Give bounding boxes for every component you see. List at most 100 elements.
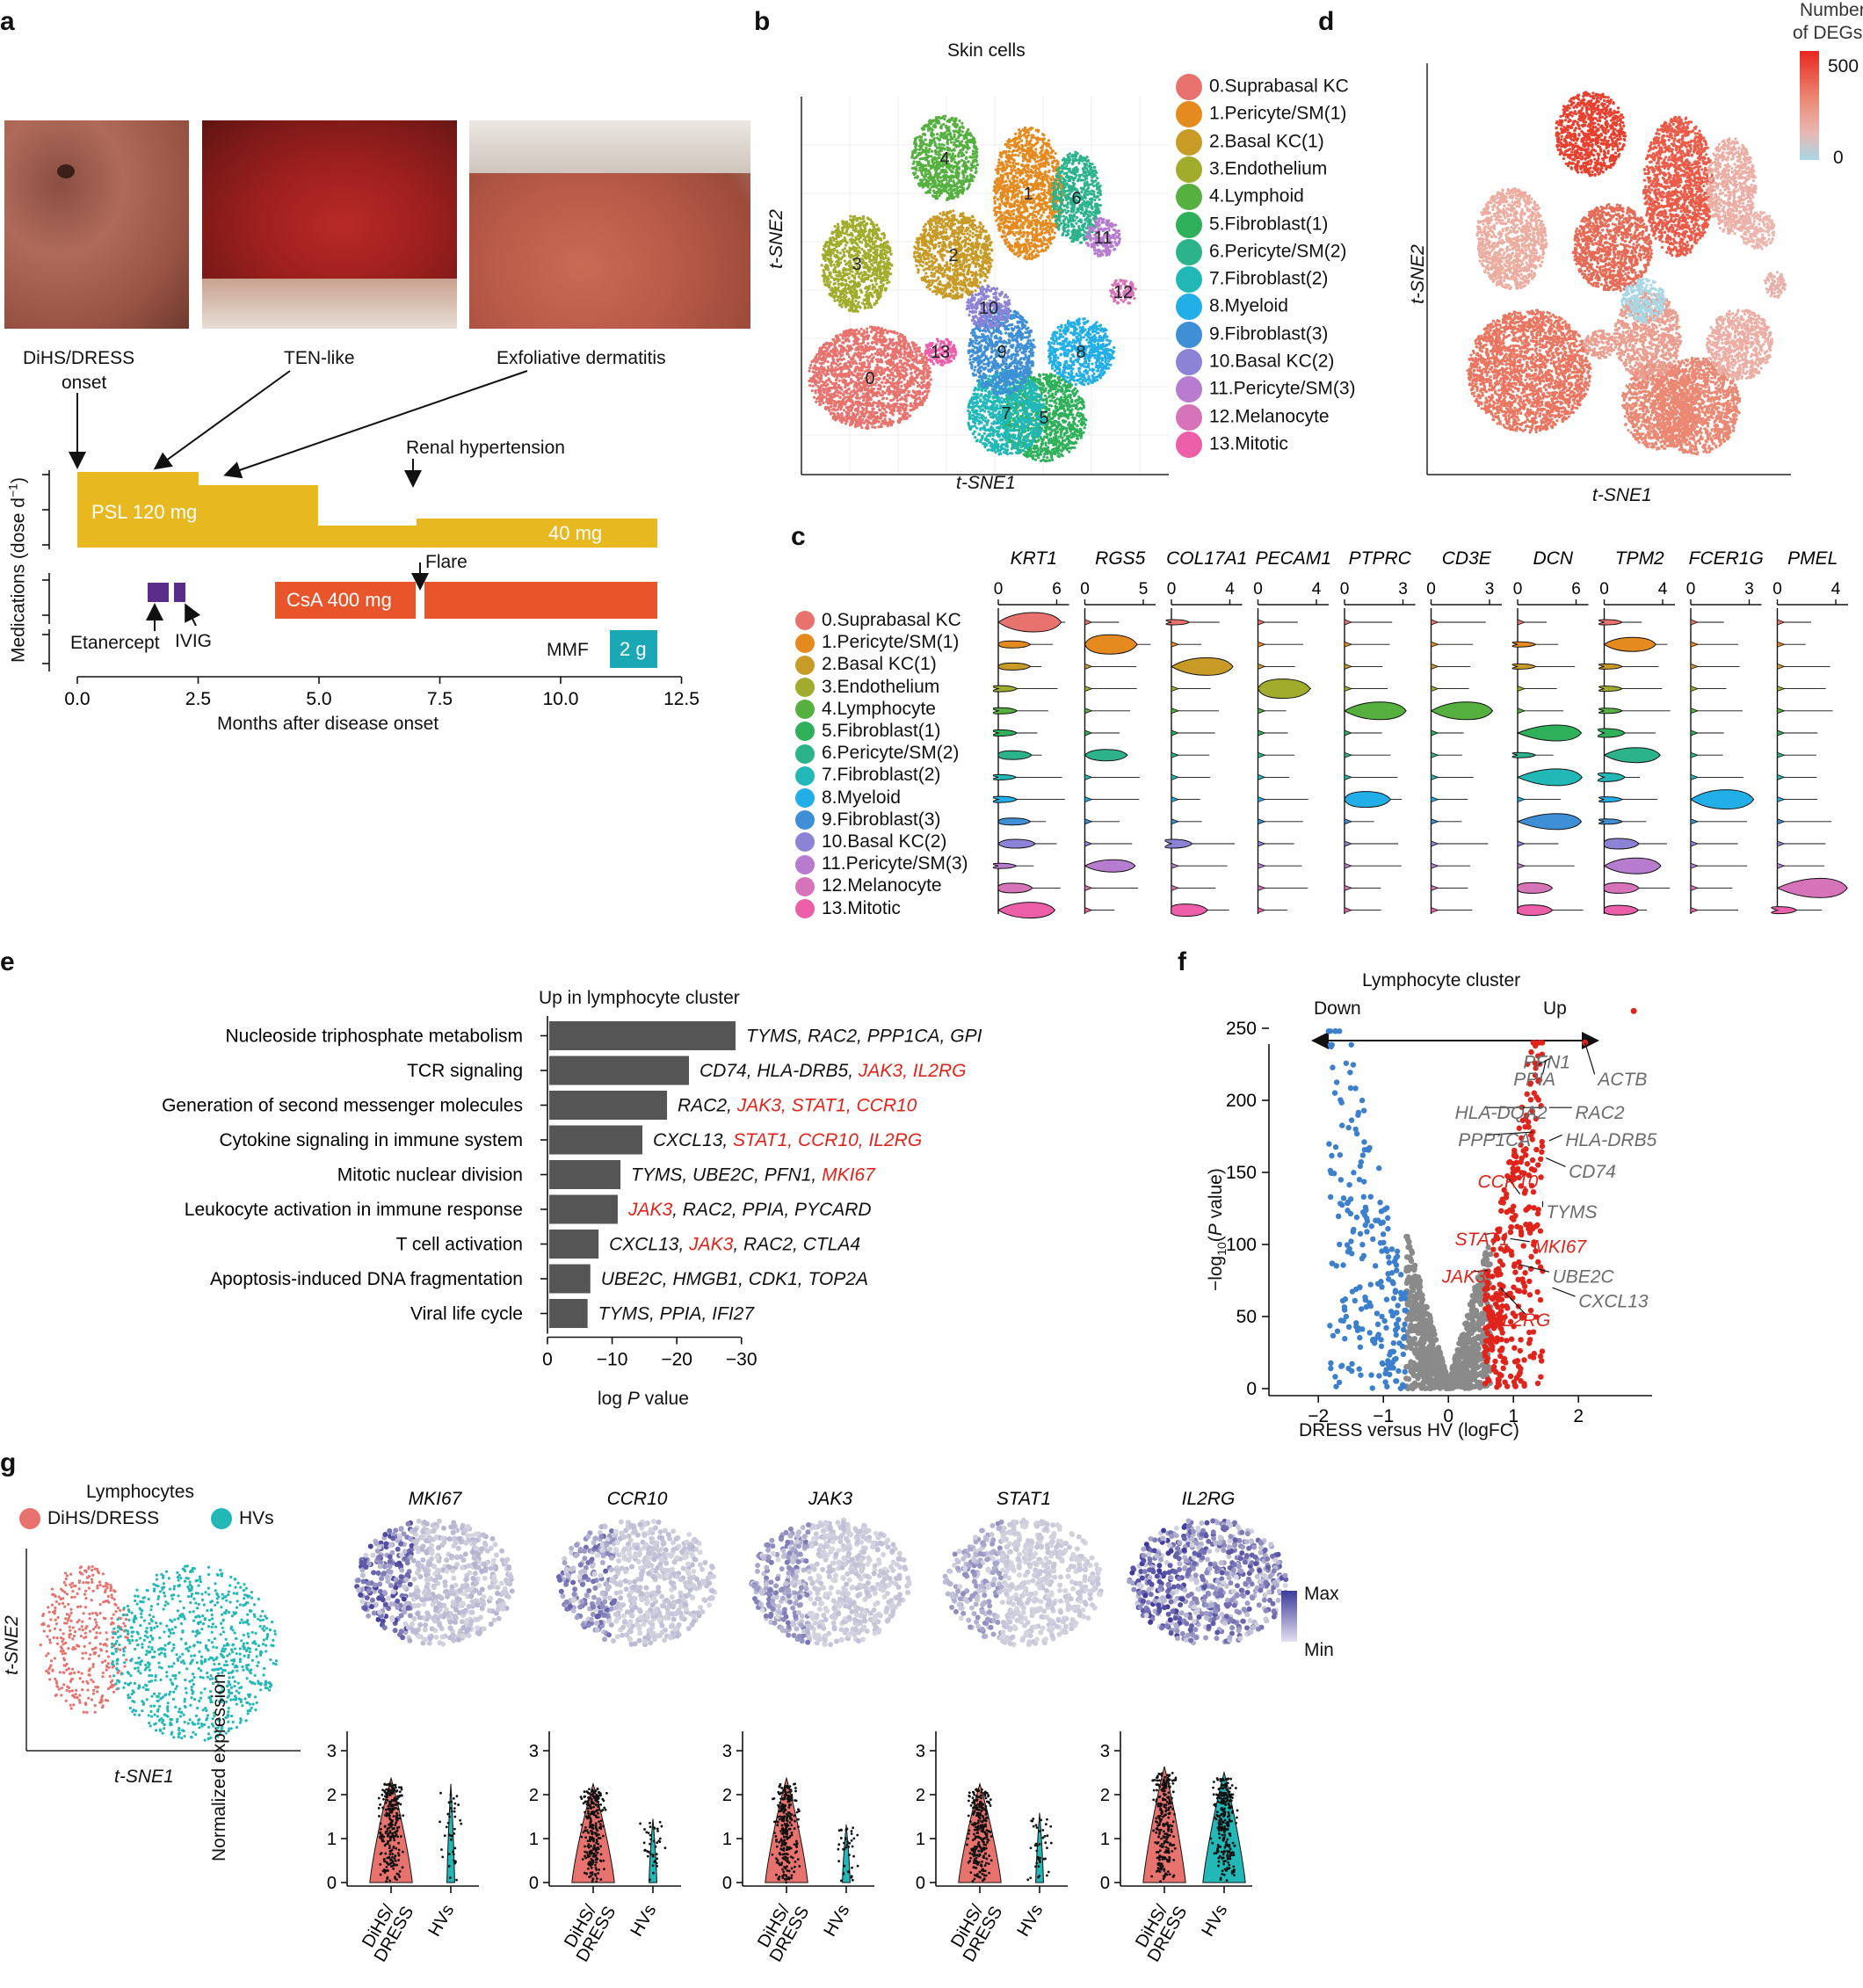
b-legend-item: 7.Fibroblast(2) <box>1176 266 1328 294</box>
f-ytick-label: 200 <box>1226 1091 1257 1111</box>
c-gene-column: PMEL 0 4 <box>1771 548 1848 915</box>
c-violin <box>1598 686 1623 693</box>
e-gene-segment: UBE2C, HMGB1, CDK1, TOP2A <box>601 1269 868 1289</box>
c-row-label: 5.Fibroblast(1) <box>822 721 940 741</box>
f-gene-label: CCR10 <box>1478 1172 1539 1192</box>
f-gene-label: CD74 <box>1569 1162 1616 1182</box>
b-legend-item: 1.Pericyte/SM(1) <box>1176 101 1346 128</box>
c-gene-column: RGS5 0 5 <box>1080 548 1156 914</box>
g-violin-ytick-label: 3 <box>529 1742 539 1761</box>
e-gene-list: TYMS, RAC2, PPP1CA, GPI <box>746 1027 982 1047</box>
f-ytick-label: 50 <box>1236 1307 1257 1327</box>
g-legend-dress: DiHS/DRESS <box>19 1508 159 1530</box>
tsne-lymphocytes <box>25 1549 301 1752</box>
e-gene-segment: TYMS, UBE2C, PFN1, <box>631 1165 822 1186</box>
c-gene-column: KRT1 0 6 <box>993 548 1069 919</box>
c-violin <box>1258 862 1266 869</box>
b-legend-swatch <box>1176 266 1202 294</box>
e-xtick-label: 0 <box>542 1350 553 1370</box>
c-gene-tick-label: 0 <box>1340 580 1350 599</box>
b-ylabel: t-SNE2 <box>766 209 787 269</box>
c-violin <box>993 685 1018 693</box>
f-xtick-label: 0 <box>1443 1406 1453 1426</box>
g-violin-points <box>1026 1817 1053 1882</box>
c-violin <box>1690 818 1700 825</box>
a-xtick-label: 10.0 <box>543 689 579 709</box>
g-violin-points <box>966 1788 993 1883</box>
c-gene-name: PECAM1 <box>1256 548 1331 569</box>
c-row-swatch <box>795 788 815 809</box>
c-row-swatch <box>795 854 815 874</box>
e-bar <box>549 1299 588 1328</box>
c-violin <box>1084 729 1093 736</box>
c-violin <box>993 707 1018 715</box>
e-gene-list: RAC2, JAK3, STAT1, CCR10 <box>678 1096 917 1116</box>
b-legend-swatch <box>1176 74 1202 100</box>
b-legend-label: 9.Fibroblast(3) <box>1209 323 1328 344</box>
c-gene-tick-label: 3 <box>1485 580 1495 599</box>
g-violin <box>958 1782 1002 1883</box>
e-xtick-label: −30 <box>726 1350 758 1370</box>
g-feature-plot <box>555 1519 718 1648</box>
b-cluster-8 <box>1047 317 1116 387</box>
photo-dress-onset <box>4 120 189 329</box>
c-row-swatch <box>795 678 815 698</box>
c-row-label: 12.Melanocyte <box>822 875 942 896</box>
e-gene-segment: JAK3, STAT1, CCR10 <box>736 1096 917 1116</box>
c-violin <box>993 862 1018 869</box>
e-gene-segment: STAT1, CCR10, IL2RG <box>733 1130 922 1150</box>
c-gene-column: DCN 0 6 <box>1511 548 1589 917</box>
c-violin <box>1344 907 1353 914</box>
g-violin-ytick-label: 3 <box>327 1742 337 1761</box>
c-gene-column: FCER1G 0 3 <box>1686 548 1764 914</box>
c-violin <box>1517 707 1526 715</box>
c-violin <box>997 612 1062 633</box>
f-label-leader <box>1519 1264 1550 1273</box>
g-violin-ytick-label: 2 <box>722 1786 732 1805</box>
c-row-swatch <box>795 876 815 896</box>
g-violin-xlabel: HVs <box>1198 1902 1231 1941</box>
b-title: Skin cells <box>947 40 1026 62</box>
g-violin-ytick-label: 1 <box>1100 1830 1110 1849</box>
g-violin-points <box>377 1782 405 1883</box>
g-violin-ytick-label: 2 <box>327 1786 337 1805</box>
f-label-leader <box>1487 1131 1533 1135</box>
c-violin <box>1084 907 1093 914</box>
b-cluster-number: 1 <box>1023 185 1033 204</box>
c-row-swatch <box>795 810 815 831</box>
c-violin <box>1171 657 1234 676</box>
f-gene-label: TYMS <box>1546 1202 1597 1223</box>
d-legend-title-1: Number <box>1800 0 1863 21</box>
b-cluster-0 <box>808 325 932 431</box>
c-gene-name: PTPRC <box>1349 548 1412 569</box>
b-cluster-number: 6 <box>1071 189 1081 208</box>
c-violin <box>1771 906 1798 915</box>
e-bar <box>549 1021 736 1050</box>
c-violin <box>1344 818 1353 825</box>
c-violin <box>1431 663 1439 670</box>
c-violin <box>1084 859 1136 873</box>
e-bar <box>549 1125 642 1155</box>
psl-bar-1 <box>77 472 199 548</box>
c-violin <box>1084 818 1093 825</box>
c-violin <box>1344 641 1353 648</box>
d-legend-title-2: of DEGs <box>1793 23 1862 44</box>
c-gene-name: CD3E <box>1442 548 1492 569</box>
label-etanercept: Etanercept <box>70 633 160 654</box>
panel-a: DiHS/DRESS onset TEN-like Exfoliative de… <box>0 0 756 756</box>
c-violin <box>1171 707 1180 715</box>
c-violin <box>1258 907 1266 914</box>
g-violin-points <box>837 1826 859 1883</box>
panel-label-g: g <box>0 1448 16 1478</box>
c-violin <box>1603 636 1657 652</box>
c-violin <box>1690 789 1755 810</box>
c-violin <box>1430 701 1494 721</box>
c-violin <box>993 729 1018 737</box>
label-csa: CsA 400 mg <box>286 589 392 612</box>
c-violin <box>1690 686 1700 693</box>
b-legend-label: 7.Fibroblast(2) <box>1209 269 1328 289</box>
d-cluster-7 <box>1620 360 1702 451</box>
g-violin-points <box>1209 1777 1239 1883</box>
f-label-leader <box>1548 1134 1562 1142</box>
